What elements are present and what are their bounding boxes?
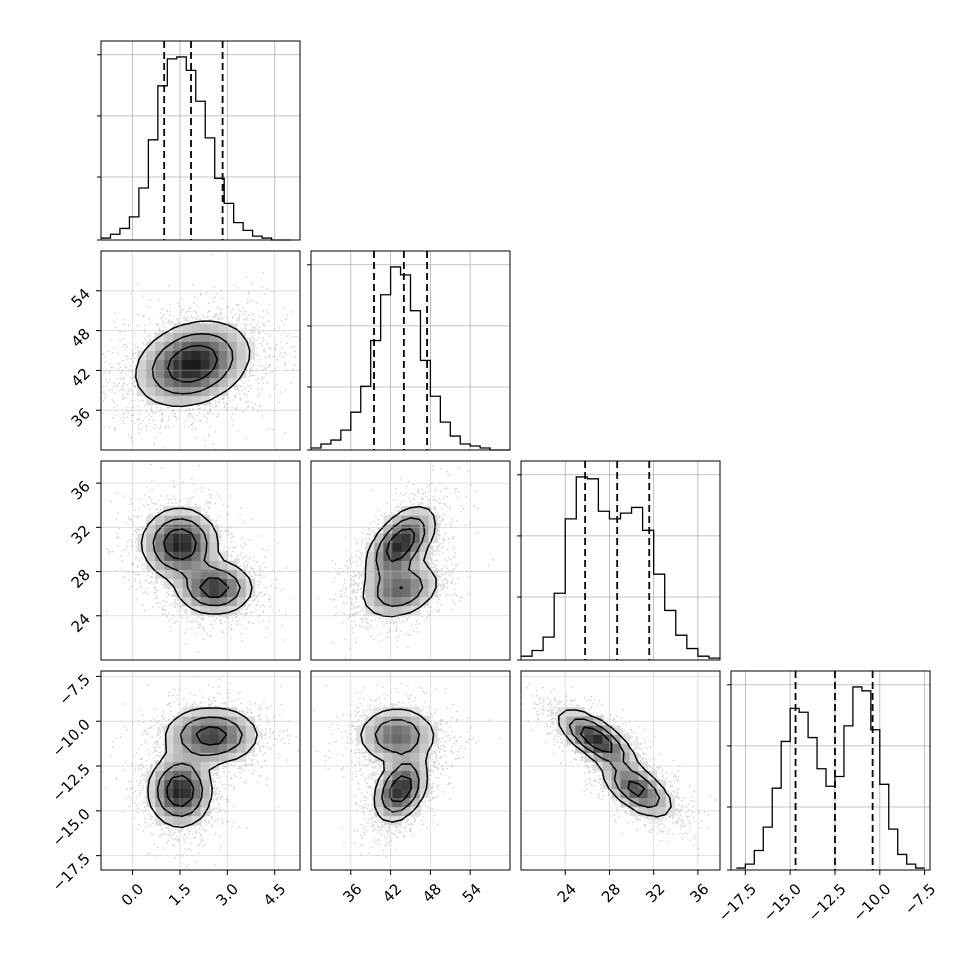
ytick-label-3-1: −15.0 [49, 805, 94, 850]
xtick-label-1-2: 48 [419, 880, 445, 906]
ytick-label-1-1: 42 [68, 365, 94, 391]
frame-2-3 [520, 670, 721, 871]
diag-frame-3 [730, 670, 931, 871]
contour-0-1-1 [151, 333, 234, 395]
frame-1-3 [310, 670, 511, 871]
xtick-label-0-2: 3.0 [213, 880, 243, 910]
frame-0-1 [100, 250, 301, 451]
contour-0-2-2 [163, 528, 230, 599]
histogram-0 [101, 56, 291, 241]
histogram-1 [311, 266, 510, 451]
ytick-label-1-2: 48 [68, 325, 94, 351]
frame-0-3 [100, 670, 301, 871]
contour-1-3-2 [389, 775, 413, 803]
contour-0-2-0 [140, 507, 253, 615]
scatter-points-0-1 [101, 254, 298, 450]
density-panel-1-3 [310, 670, 511, 871]
ytick-label-2-2: 32 [68, 521, 94, 547]
contour-0-3-2 [165, 725, 228, 808]
density-panel-2-3 [520, 670, 721, 871]
ytick-label-1-3: 54 [68, 285, 94, 311]
xtick-label-1-1: 42 [379, 880, 405, 906]
xtick-label-3-1: −15.0 [760, 880, 805, 925]
xtick-label-2-0: 24 [554, 880, 580, 906]
ytick-label-2-3: 36 [68, 477, 94, 503]
xtick-label-3-2: −12.5 [804, 880, 849, 925]
contour-0-1-2 [167, 344, 219, 383]
ytick-label-2-0: 24 [68, 610, 94, 636]
ytick-label-3-0: −17.5 [49, 850, 94, 895]
contour-2-3-1 [568, 718, 661, 809]
diag-panel-1 [310, 250, 511, 451]
density-panel-1-2 [310, 460, 511, 661]
xtick-label-0-1: 1.5 [165, 880, 195, 910]
diag-panel-3 [730, 670, 931, 871]
density-panel-0-2 [100, 460, 301, 661]
xtick-label-3-4: −7.5 [901, 880, 939, 918]
ytick-label-1-0: 36 [68, 404, 94, 430]
xtick-label-2-2: 32 [642, 880, 668, 906]
diag-panel-0 [100, 40, 301, 241]
density-panel-0-1 [100, 250, 301, 451]
frame-1-2 [310, 460, 511, 661]
ytick-label-3-2: −12.5 [49, 760, 94, 805]
contour-1-3-1 [374, 719, 421, 813]
diag-panel-2 [520, 460, 721, 661]
xtick-label-2-1: 28 [598, 880, 624, 906]
xtick-label-2-3: 36 [686, 880, 712, 906]
xtick-label-0-3: 4.5 [260, 880, 290, 910]
frame-0-2 [100, 460, 301, 661]
contour-2-3-2 [579, 726, 646, 798]
histogram-3 [736, 686, 925, 869]
contour-1-2-1 [375, 517, 426, 608]
ytick-label-3-4: −7.5 [55, 670, 93, 708]
xtick-label-1-0: 36 [339, 880, 365, 906]
xtick-label-1-3: 54 [459, 880, 485, 906]
xtick-label-0-0: 0.0 [118, 880, 148, 910]
diag-frame-2 [520, 460, 721, 661]
diag-frame-1 [310, 250, 511, 451]
xtick-label-3-3: −10.0 [849, 880, 894, 925]
ytick-label-3-3: −10.0 [49, 715, 94, 760]
ytick-label-2-1: 28 [68, 566, 94, 592]
contour-2-3-0 [557, 709, 672, 818]
density-panel-0-3 [100, 670, 301, 871]
diag-frame-0 [100, 40, 301, 241]
xtick-label-3-0: −17.5 [715, 880, 760, 925]
histogram-2 [521, 476, 720, 659]
